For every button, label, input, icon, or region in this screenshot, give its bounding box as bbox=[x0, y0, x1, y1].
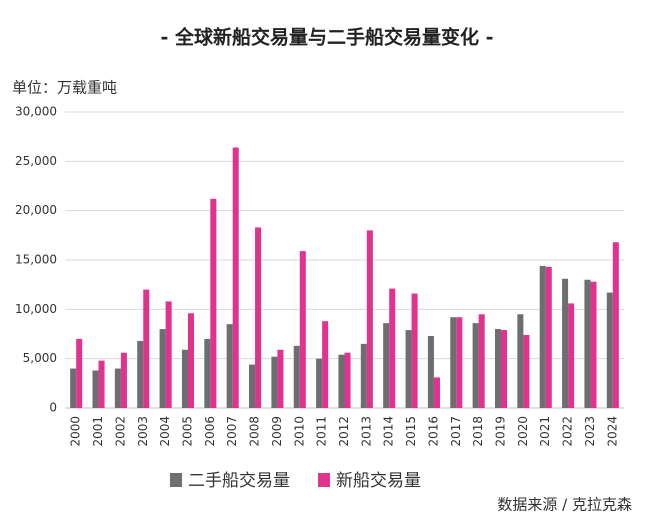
y-tick-label: 10,000 bbox=[15, 302, 57, 316]
y-tick-label: 25,000 bbox=[15, 154, 57, 168]
bar bbox=[70, 368, 77, 408]
bar bbox=[562, 278, 569, 408]
bar bbox=[120, 352, 127, 408]
x-tick-label: 2004 bbox=[158, 416, 172, 447]
x-tick-label: 2009 bbox=[270, 416, 284, 447]
bar bbox=[584, 279, 591, 408]
bar bbox=[92, 370, 99, 408]
x-tick-label: 2008 bbox=[248, 416, 262, 447]
bar bbox=[433, 377, 440, 408]
x-tick-label: 2022 bbox=[561, 416, 575, 447]
bar bbox=[322, 321, 329, 408]
bar bbox=[606, 292, 613, 408]
bar bbox=[165, 301, 172, 408]
bar bbox=[159, 329, 166, 408]
y-tick-label: 30,000 bbox=[15, 105, 57, 119]
bar bbox=[114, 368, 121, 408]
bar bbox=[226, 324, 233, 408]
bar bbox=[366, 230, 373, 408]
bar bbox=[517, 314, 524, 408]
x-tick-label: 2011 bbox=[315, 416, 329, 447]
bar bbox=[316, 358, 323, 408]
y-tick-label: 0 bbox=[49, 401, 57, 415]
source: 数据来源 / 克拉克森 bbox=[497, 496, 632, 514]
legend-swatch bbox=[318, 473, 330, 487]
bar bbox=[494, 329, 502, 408]
x-tick-label: 2007 bbox=[225, 416, 239, 447]
x-tick-label: 2023 bbox=[583, 416, 597, 447]
y-tick-label: 20,000 bbox=[15, 203, 57, 217]
bar bbox=[612, 242, 619, 408]
bar bbox=[181, 349, 188, 408]
bar bbox=[568, 303, 575, 408]
unit-label: 单位：万载重吨 bbox=[12, 79, 117, 97]
bar bbox=[187, 313, 195, 408]
x-tick-label: 2014 bbox=[382, 416, 396, 447]
bar bbox=[590, 281, 597, 408]
x-tick-label: 2024 bbox=[605, 416, 619, 447]
x-tick-label: 2001 bbox=[91, 416, 105, 447]
bar bbox=[456, 317, 463, 408]
bar bbox=[293, 345, 300, 408]
y-tick-label: 5,000 bbox=[23, 351, 57, 365]
x-tick-label: 2018 bbox=[471, 416, 485, 447]
y-tick-label: 15,000 bbox=[15, 253, 57, 267]
bar bbox=[143, 289, 150, 408]
bar bbox=[277, 349, 284, 408]
x-tick-label: 2019 bbox=[494, 416, 508, 447]
bar bbox=[249, 364, 256, 408]
x-tick-label: 2006 bbox=[203, 416, 217, 447]
bar bbox=[232, 147, 239, 408]
x-tick-label: 2005 bbox=[180, 416, 194, 447]
legend-label: 二手船交易量 bbox=[188, 471, 290, 491]
bar bbox=[210, 198, 217, 408]
bar bbox=[360, 343, 367, 408]
x-tick-label: 2013 bbox=[359, 416, 373, 447]
bar bbox=[539, 265, 546, 408]
bar bbox=[344, 352, 351, 408]
bar bbox=[271, 356, 278, 408]
bar bbox=[299, 251, 306, 408]
bar bbox=[204, 338, 211, 408]
bar bbox=[137, 340, 144, 408]
legend-label: 新船交易量 bbox=[336, 471, 421, 491]
bar bbox=[405, 330, 412, 408]
bar bbox=[411, 293, 418, 408]
x-tick-label: 2002 bbox=[113, 416, 127, 447]
x-tick-label: 2017 bbox=[449, 416, 463, 447]
bar bbox=[478, 314, 485, 408]
bar bbox=[255, 227, 262, 408]
bar bbox=[389, 288, 396, 408]
x-tick-label: 2012 bbox=[337, 416, 351, 447]
bar bbox=[472, 323, 479, 408]
bar bbox=[338, 354, 345, 408]
bar bbox=[501, 330, 508, 408]
bar bbox=[450, 317, 457, 408]
bar bbox=[383, 323, 390, 408]
bar bbox=[545, 266, 552, 408]
x-tick-label: 2016 bbox=[426, 416, 440, 447]
x-tick-label: 2021 bbox=[538, 416, 552, 447]
bar bbox=[76, 338, 83, 408]
x-tick-label: 2010 bbox=[292, 416, 306, 447]
x-tick-label: 2020 bbox=[516, 416, 530, 447]
x-tick-label: 2003 bbox=[136, 416, 150, 447]
chart-title: - 全球新船交易量与二手船交易量变化 - bbox=[160, 26, 493, 49]
legend-swatch bbox=[170, 473, 182, 487]
bar bbox=[98, 360, 105, 408]
x-tick-label: 2015 bbox=[404, 416, 418, 447]
bar bbox=[523, 334, 530, 408]
bar bbox=[427, 335, 434, 408]
x-tick-label: 2000 bbox=[69, 416, 83, 447]
